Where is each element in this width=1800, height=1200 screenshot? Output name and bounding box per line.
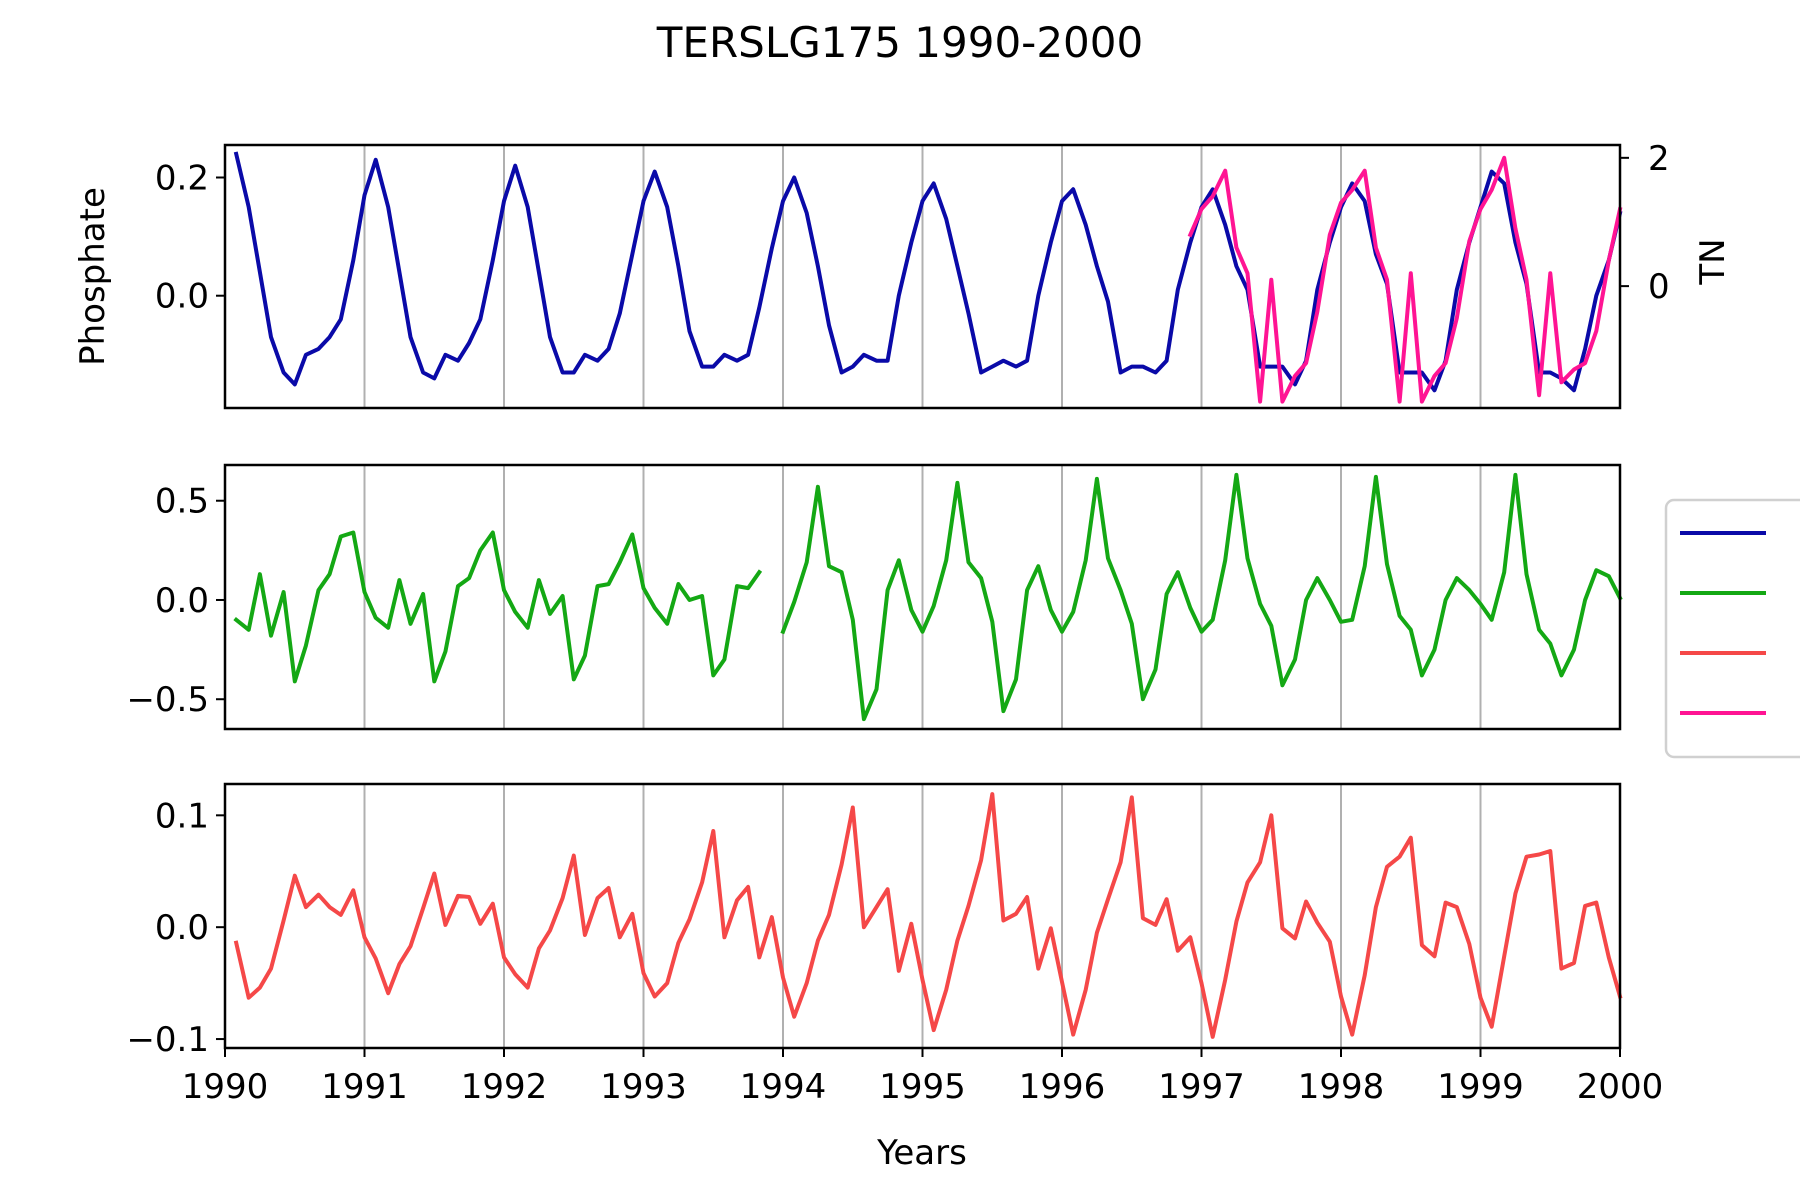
panel-1: 0.2 0.0 2 0 TN Phosphate bbox=[73, 139, 1733, 410]
series-line-3-1 bbox=[233, 792, 1623, 1039]
series-line-1-1 bbox=[233, 151, 1623, 393]
x-tick-label: 2000 bbox=[1577, 1067, 1664, 1107]
x-tick-label: 1998 bbox=[1298, 1067, 1385, 1107]
y-axis-title: Phosphate bbox=[73, 187, 113, 366]
chart-panels: 0.2 0.0 2 0 TN Phosphate 0.5 0.0 −0.5 0.1 0.0 −0.1 1… bbox=[73, 139, 1733, 1107]
chart-title: TERSLG175 1990-2000 bbox=[656, 18, 1143, 67]
series-line-1-2 bbox=[1187, 155, 1623, 404]
y-tick-label: −0.1 bbox=[126, 1020, 209, 1060]
x-tick-label: 1991 bbox=[321, 1067, 408, 1107]
panel-2: 0.5 0.0 −0.5 bbox=[126, 463, 1623, 731]
x-tick-label: 1992 bbox=[461, 1067, 548, 1107]
series-line-2-1 bbox=[233, 530, 763, 684]
x-tick-label: 1995 bbox=[879, 1067, 966, 1107]
y2-tick-label: 2 bbox=[1648, 139, 1670, 179]
y2-axis-title: TN bbox=[1693, 238, 1733, 285]
y2-tick-label: 0 bbox=[1648, 267, 1670, 307]
y-tick-label: 0.0 bbox=[155, 277, 209, 317]
legend-frame bbox=[1664, 498, 1800, 759]
x-tick-label: 1994 bbox=[740, 1067, 827, 1107]
x-tick-label: 1996 bbox=[1019, 1067, 1106, 1107]
x-tick-label: 1990 bbox=[182, 1067, 269, 1107]
y-tick-label: 0.0 bbox=[155, 908, 209, 948]
x-tick-label: 1997 bbox=[1158, 1067, 1245, 1107]
panel-3: 0.1 0.0 −0.1 1990 1991 1992 1993 1994 1995 1996 19… bbox=[126, 782, 1664, 1107]
legend bbox=[1664, 498, 1800, 759]
panel-frame bbox=[223, 143, 1622, 410]
x-tick-label: 1999 bbox=[1437, 1067, 1524, 1107]
series-line-2-2 bbox=[780, 472, 1623, 722]
y-tick-label: 0.5 bbox=[155, 482, 209, 522]
x-axis-title: Years bbox=[876, 1133, 967, 1173]
y-tick-label: 0.2 bbox=[155, 159, 209, 199]
y-tick-label: −0.5 bbox=[126, 680, 209, 720]
x-tick-label: 1993 bbox=[600, 1067, 687, 1107]
panel-frame bbox=[223, 463, 1622, 731]
y-tick-label: 0.1 bbox=[155, 796, 209, 836]
y-tick-label: 0.0 bbox=[155, 581, 209, 621]
